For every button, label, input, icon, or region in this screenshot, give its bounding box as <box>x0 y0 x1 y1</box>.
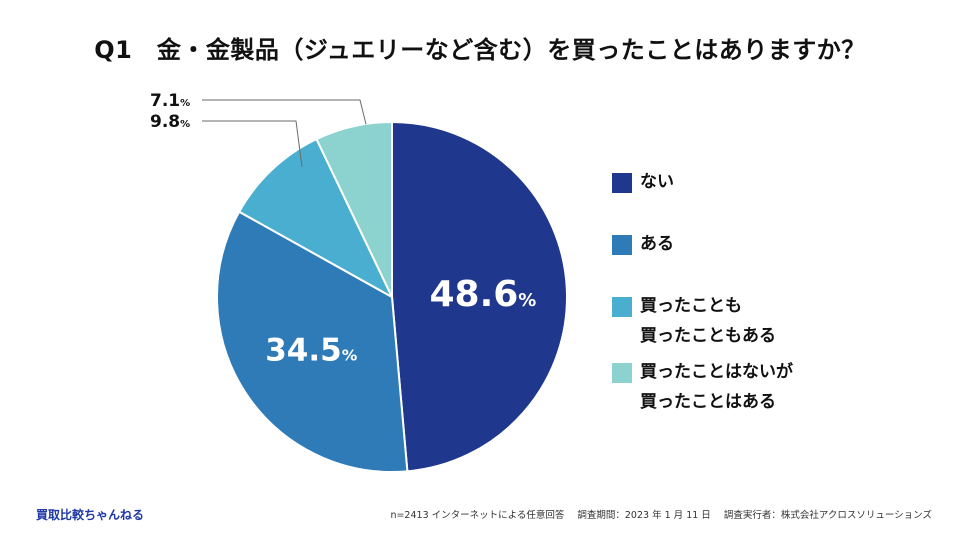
legend-swatch <box>612 173 632 193</box>
slice-value-label: 7.1% <box>150 91 190 111</box>
pie-slice <box>238 138 393 298</box>
slice-value-label: 9.8% <box>150 112 190 132</box>
legend-item-not-but: 買ったことはないが 買ったことはある <box>612 360 880 417</box>
operator-note: 調査実行者：株式会社アクロスソリューションズ <box>723 510 932 521</box>
survey-footnote: n=2413 インターネットによる任意回答 調査期間：2023 年 1 月 11… <box>390 507 932 521</box>
legend-label: 買ったことはないが 買ったことはある <box>640 362 793 412</box>
legend-label: ある <box>640 234 674 254</box>
legend-item-aru: ある <box>612 232 880 259</box>
sample-note: n=2413 インターネットによる任意回答 <box>390 510 565 521</box>
legend-swatch <box>612 235 632 255</box>
legend-swatch <box>612 297 632 317</box>
brand-name: 買取比較ちゃんねる <box>36 508 145 522</box>
pie-slice <box>216 210 409 473</box>
pie-slice <box>391 121 568 473</box>
legend-label: 買ったことも 買ったこともある <box>640 296 776 346</box>
legend-label: ない <box>640 172 674 192</box>
legend-swatch <box>612 363 632 383</box>
chart-title: Q1 金・金製品（ジュエリーなど含む）を買ったことはありますか？ <box>94 36 866 64</box>
pie-slice <box>315 121 393 298</box>
period-note: 調査期間：2023 年 1 月 11 日 <box>577 510 711 521</box>
legend-item-nai: ない <box>612 170 880 197</box>
callout-line <box>202 120 303 167</box>
legend-item-both: 買ったことも 買ったこともある <box>612 294 880 351</box>
callout-line <box>202 99 367 125</box>
